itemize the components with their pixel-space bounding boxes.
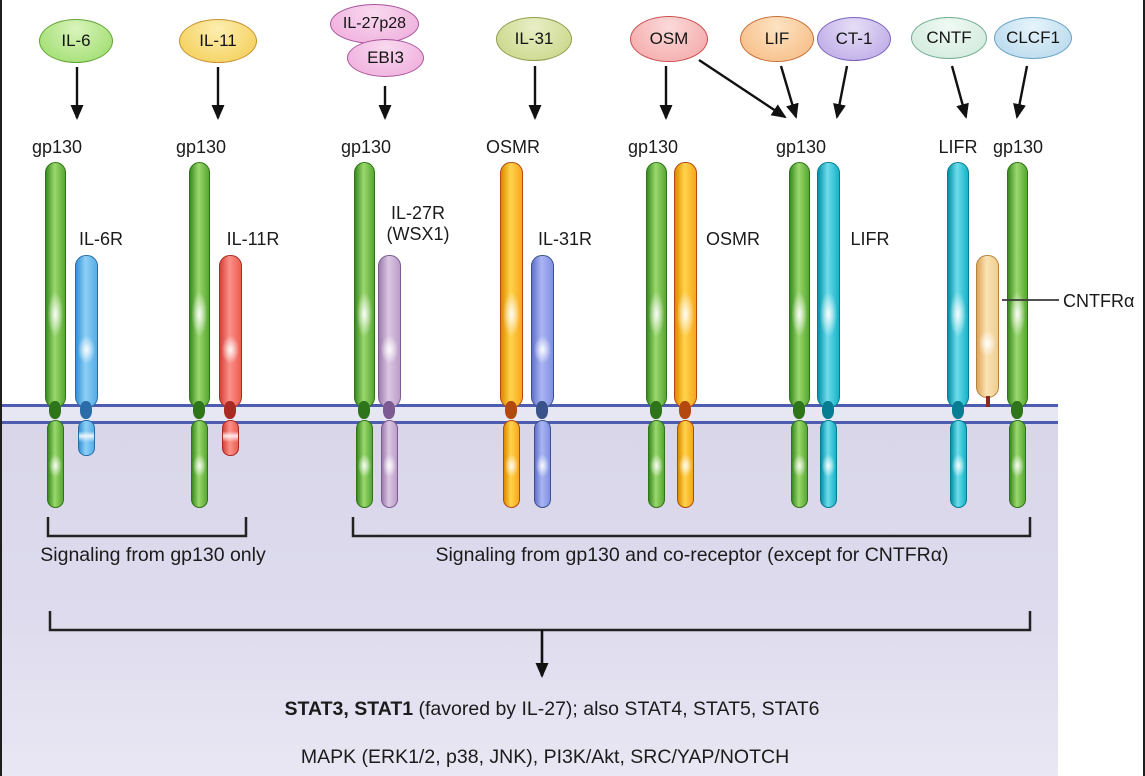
lifr-transmembrane-knot-c6: [822, 401, 834, 419]
cytokine-oval-il6: IL-6: [39, 19, 113, 63]
il11r-label: IL-11R: [226, 229, 280, 249]
il31r-label: IL-31R: [537, 229, 593, 249]
gp130-extracellular-bar-c7: [1007, 162, 1028, 408]
pathway-mapk-line: MAPK (ERK1/2, p38, JNK), PI3K/Akt, SRC/Y…: [300, 746, 790, 768]
gp130-transmembrane-knot-c5: [650, 401, 662, 419]
figure-left-border: [0, 0, 2, 776]
gp130-label-c3: gp130: [340, 137, 392, 157]
osmr-label-c4: OSMR: [486, 137, 540, 157]
gp130-transmembrane-knot-c6: [793, 401, 805, 419]
gp130-label-c1: gp130: [31, 137, 83, 157]
arrow-cntf: [950, 65, 969, 119]
pathway-stat-bold: STAT3, STAT1: [284, 698, 414, 720]
gp130-intracellular-bar-c3: [356, 420, 373, 508]
cytokine-oval-ebi3: EBI3: [347, 39, 424, 77]
gp130-label-c2: gp130: [175, 137, 227, 157]
osmr-transmembrane-knot-c5: [679, 401, 691, 419]
gp130-transmembrane-knot-c3: [358, 401, 370, 419]
osmr-intracellular-bar-c4: [503, 420, 520, 508]
cntfr-alpha-gpi-anchor: [986, 396, 990, 407]
il27r-label-line2: (WSX1): [386, 224, 450, 244]
il27r-transmembrane-knot: [383, 401, 395, 419]
gp130-intracellular-bar-c1: [47, 420, 64, 508]
gp130-intracellular-bar-c2: [191, 420, 208, 508]
bracket-right-label: Signaling from gp130 and co-receptor (ex…: [435, 544, 949, 566]
il31r-transmembrane-knot: [536, 401, 548, 419]
cytoplasm-region: [0, 417, 1058, 776]
gp130-label-c5: gp130: [627, 137, 679, 157]
cntfr-alpha-bar: [976, 255, 999, 398]
gp130-transmembrane-knot-c1: [49, 401, 61, 419]
cytokine-oval-lif: LIF: [740, 16, 814, 62]
cytokine-oval-ct1: CT-1: [817, 17, 891, 61]
figure-right-border: [1143, 0, 1145, 776]
lifr-intracellular-bar-c7: [950, 420, 967, 508]
il27p28-label: IL-27p28: [342, 15, 407, 32]
gp130-intracellular-bar-c6: [791, 420, 808, 508]
plasma-membrane: [0, 404, 1058, 424]
osmr-extracellular-bar-c4: [500, 162, 523, 408]
il6r-transmembrane-knot: [80, 401, 92, 419]
il27r-intracellular-bar: [381, 420, 398, 508]
gp130-extracellular-bar-c6: [789, 162, 810, 408]
lifr-intracellular-bar-c6: [820, 420, 837, 508]
il31r-intracellular-bar: [534, 420, 551, 508]
gp130-intracellular-bar-c7: [1009, 420, 1026, 508]
il11r-transmembrane-knot: [224, 401, 236, 419]
osmr-label-c5: OSMR: [706, 229, 760, 249]
gp130-transmembrane-knot-c7: [1011, 401, 1023, 419]
gp130-extracellular-bar-c5: [646, 162, 667, 408]
il27r-extracellular-bar: [378, 255, 401, 408]
il6-label: IL-6: [61, 31, 91, 50]
osm-label: OSM: [649, 29, 689, 48]
ct1-label: CT-1: [835, 29, 873, 48]
gp130-extracellular-bar-c1: [45, 162, 66, 408]
cytokine-oval-clcf1: CLCF1: [994, 17, 1072, 59]
arrow-clcf1: [1013, 65, 1029, 119]
gp130-label-c7: gp130: [992, 137, 1044, 157]
il11r-intracellular-stub: [222, 420, 239, 456]
lifr-label-c7: LIFR: [938, 137, 978, 157]
cytokine-oval-osm: OSM: [630, 16, 708, 62]
gp130-label-c6: gp130: [775, 137, 827, 157]
arrow-ct1: [833, 65, 849, 119]
il6r-label: IL-6R: [78, 229, 124, 249]
lifr-extracellular-bar-c6: [817, 162, 840, 408]
il11r-extracellular-bar: [219, 255, 242, 408]
lifr-extracellular-bar-c7: [947, 162, 969, 408]
arrow-osm-diagonal: [698, 58, 787, 119]
il6r-intracellular-stub: [78, 420, 95, 456]
il11-label: IL-11: [199, 31, 237, 50]
gp130-extracellular-bar-c3: [354, 162, 375, 408]
il31-label: IL-31: [514, 29, 554, 48]
il6r-extracellular-bar: [75, 255, 98, 408]
gp130-extracellular-bar-c2: [189, 162, 210, 408]
cytokine-oval-il27p28: IL-27p28: [330, 4, 419, 44]
cytokine-oval-il31: IL-31: [496, 17, 572, 61]
gp130-transmembrane-knot-c2: [193, 401, 205, 419]
il31r-extracellular-bar: [531, 255, 554, 408]
clcf1-label: CLCF1: [1006, 28, 1060, 47]
il27r-label-line1: IL-27R: [390, 203, 446, 223]
cytokine-oval-il11: IL-11: [179, 19, 257, 63]
gp130-intracellular-bar-c5: [648, 420, 665, 508]
lifr-transmembrane-knot-c7: [952, 401, 964, 419]
arrow-lif: [779, 65, 799, 119]
osmr-transmembrane-knot-c4: [505, 401, 517, 419]
bracket-left-label: Signaling from gp130 only: [40, 544, 266, 566]
pathway-stat-rest: (favored by IL-27); also STAT4, STAT5, S…: [413, 698, 820, 720]
lifr-label-c6: LIFR: [850, 229, 890, 249]
osmr-intracellular-bar-c5: [677, 420, 694, 508]
pathway-stat-line: STAT3, STAT1 (favored by IL-27); also ST…: [285, 698, 820, 721]
ebi3-label: EBI3: [367, 48, 404, 67]
osmr-extracellular-bar-c5: [674, 162, 697, 408]
cytokine-oval-cntf: CNTF: [911, 17, 987, 59]
lif-label: LIF: [764, 29, 790, 48]
cntfr-alpha-label: CNTFRα: [1063, 291, 1135, 311]
cntf-label: CNTF: [926, 28, 972, 47]
